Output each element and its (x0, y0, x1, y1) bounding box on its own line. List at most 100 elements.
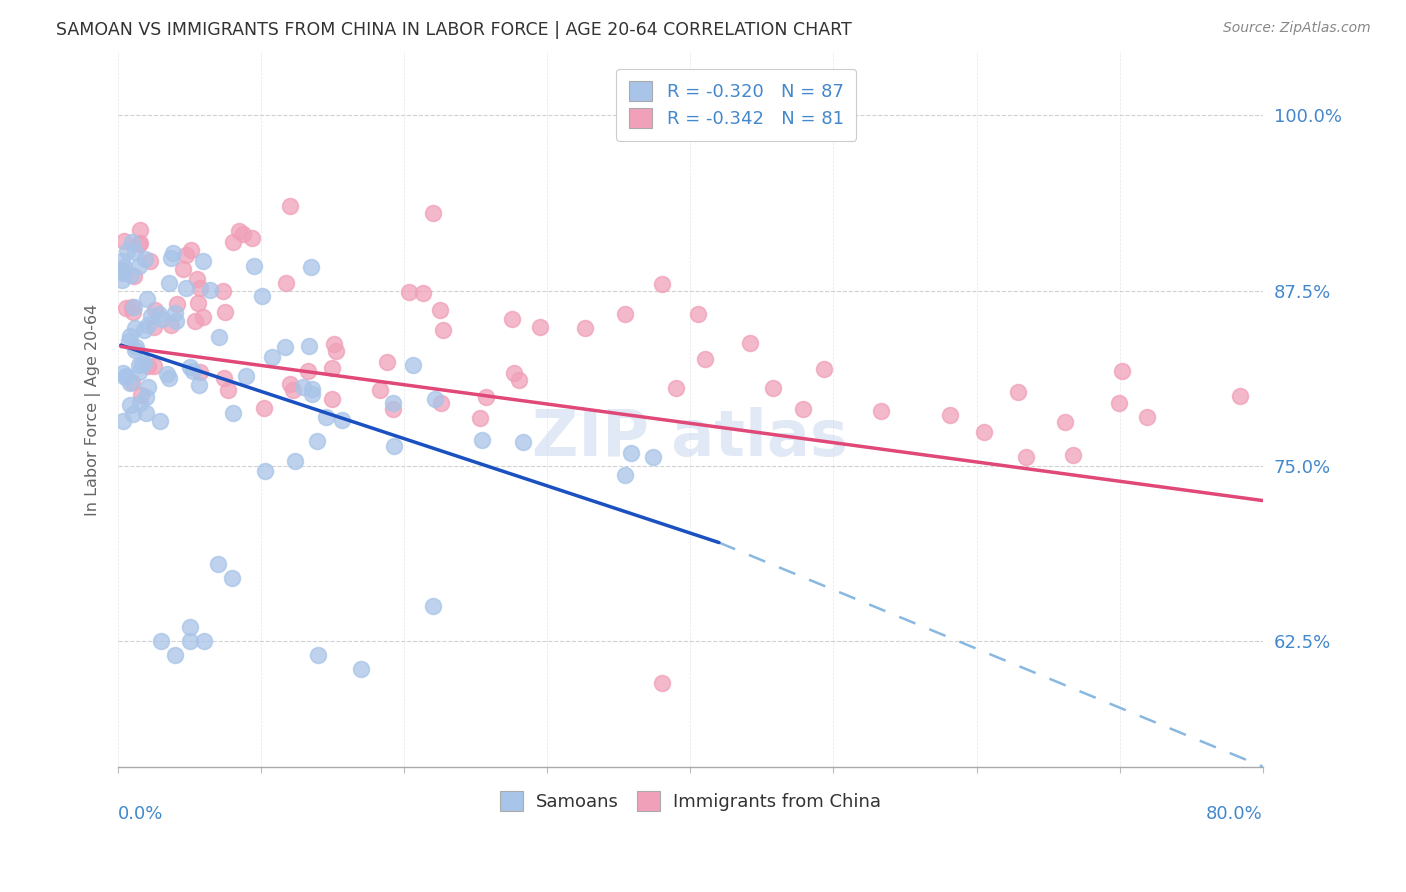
Point (193, 633, 215, 648)
Point (614, 468, 637, 483)
Point (179, 619, 201, 633)
Point (412, 286, 434, 301)
Point (124, 320, 146, 334)
Point (166, 297, 188, 311)
Point (432, 323, 454, 337)
Point (139, 254, 162, 268)
Point (870, 404, 893, 418)
Point (157, 371, 180, 385)
Point (110, 263, 132, 277)
Point (191, 310, 214, 324)
Point (142, 319, 165, 334)
Point (1015, 450, 1038, 464)
Point (149, 414, 172, 428)
Point (276, 276, 298, 290)
Point (315, 409, 337, 424)
Point (430, 395, 453, 409)
Point (301, 387, 323, 401)
Point (973, 425, 995, 440)
Point (381, 395, 404, 409)
Point (198, 283, 221, 297)
Point (212, 371, 235, 385)
Point (301, 382, 323, 396)
Point (114, 369, 136, 384)
Point (118, 398, 141, 412)
Point (325, 343, 347, 358)
Point (132, 323, 155, 337)
Point (292, 380, 315, 394)
Point (425, 392, 447, 406)
Point (422, 599, 444, 613)
Point (184, 314, 207, 328)
Point (122, 269, 145, 284)
Point (382, 401, 405, 416)
Point (180, 243, 202, 257)
Point (156, 367, 179, 381)
Point (121, 375, 143, 389)
Point (284, 454, 307, 468)
Point (128, 259, 150, 273)
Point (429, 302, 451, 317)
Point (475, 390, 498, 404)
Point (686, 308, 709, 322)
Point (129, 388, 152, 402)
Point (508, 373, 530, 387)
Point (120, 329, 142, 343)
Point (188, 365, 211, 379)
Point (111, 253, 134, 268)
Point (148, 307, 170, 321)
Point (939, 408, 962, 422)
Point (111, 266, 134, 280)
Point (165, 648, 187, 662)
Point (121, 304, 143, 318)
Point (128, 237, 150, 252)
Point (142, 359, 165, 373)
Point (651, 277, 673, 291)
Point (1108, 396, 1130, 410)
Point (181, 364, 204, 378)
Point (398, 285, 420, 300)
Point (138, 359, 160, 373)
Point (139, 310, 162, 324)
Point (330, 413, 353, 427)
Point (512, 435, 534, 450)
Point (307, 434, 329, 449)
Point (470, 410, 492, 425)
Point (128, 222, 150, 236)
Point (136, 380, 159, 394)
Point (665, 380, 688, 394)
Point (762, 381, 785, 395)
Point (574, 321, 596, 335)
Point (228, 224, 250, 238)
Point (157, 276, 180, 290)
Point (124, 244, 146, 259)
Point (128, 359, 150, 373)
Point (129, 235, 152, 250)
Point (262, 351, 284, 365)
Point (135, 406, 157, 420)
Point (321, 361, 343, 376)
Point (529, 320, 551, 334)
Point (138, 318, 160, 332)
Point (162, 245, 184, 260)
Point (620, 446, 643, 460)
Point (208, 329, 231, 343)
Point (131, 357, 153, 371)
Point (112, 234, 135, 248)
Point (214, 305, 236, 319)
Legend: Samoans, Immigrants from China: Samoans, Immigrants from China (492, 784, 889, 818)
Point (115, 244, 138, 258)
Point (738, 335, 761, 350)
Point (254, 464, 277, 478)
Point (121, 235, 143, 249)
Point (114, 369, 136, 384)
Y-axis label: In Labor Force | Age 20-64: In Labor Force | Age 20-64 (86, 303, 101, 516)
Point (111, 273, 134, 287)
Point (1054, 415, 1077, 429)
Point (134, 356, 156, 370)
Point (217, 384, 239, 398)
Point (186, 272, 208, 286)
Point (401, 358, 423, 372)
Point (221, 570, 243, 584)
Point (501, 312, 523, 326)
